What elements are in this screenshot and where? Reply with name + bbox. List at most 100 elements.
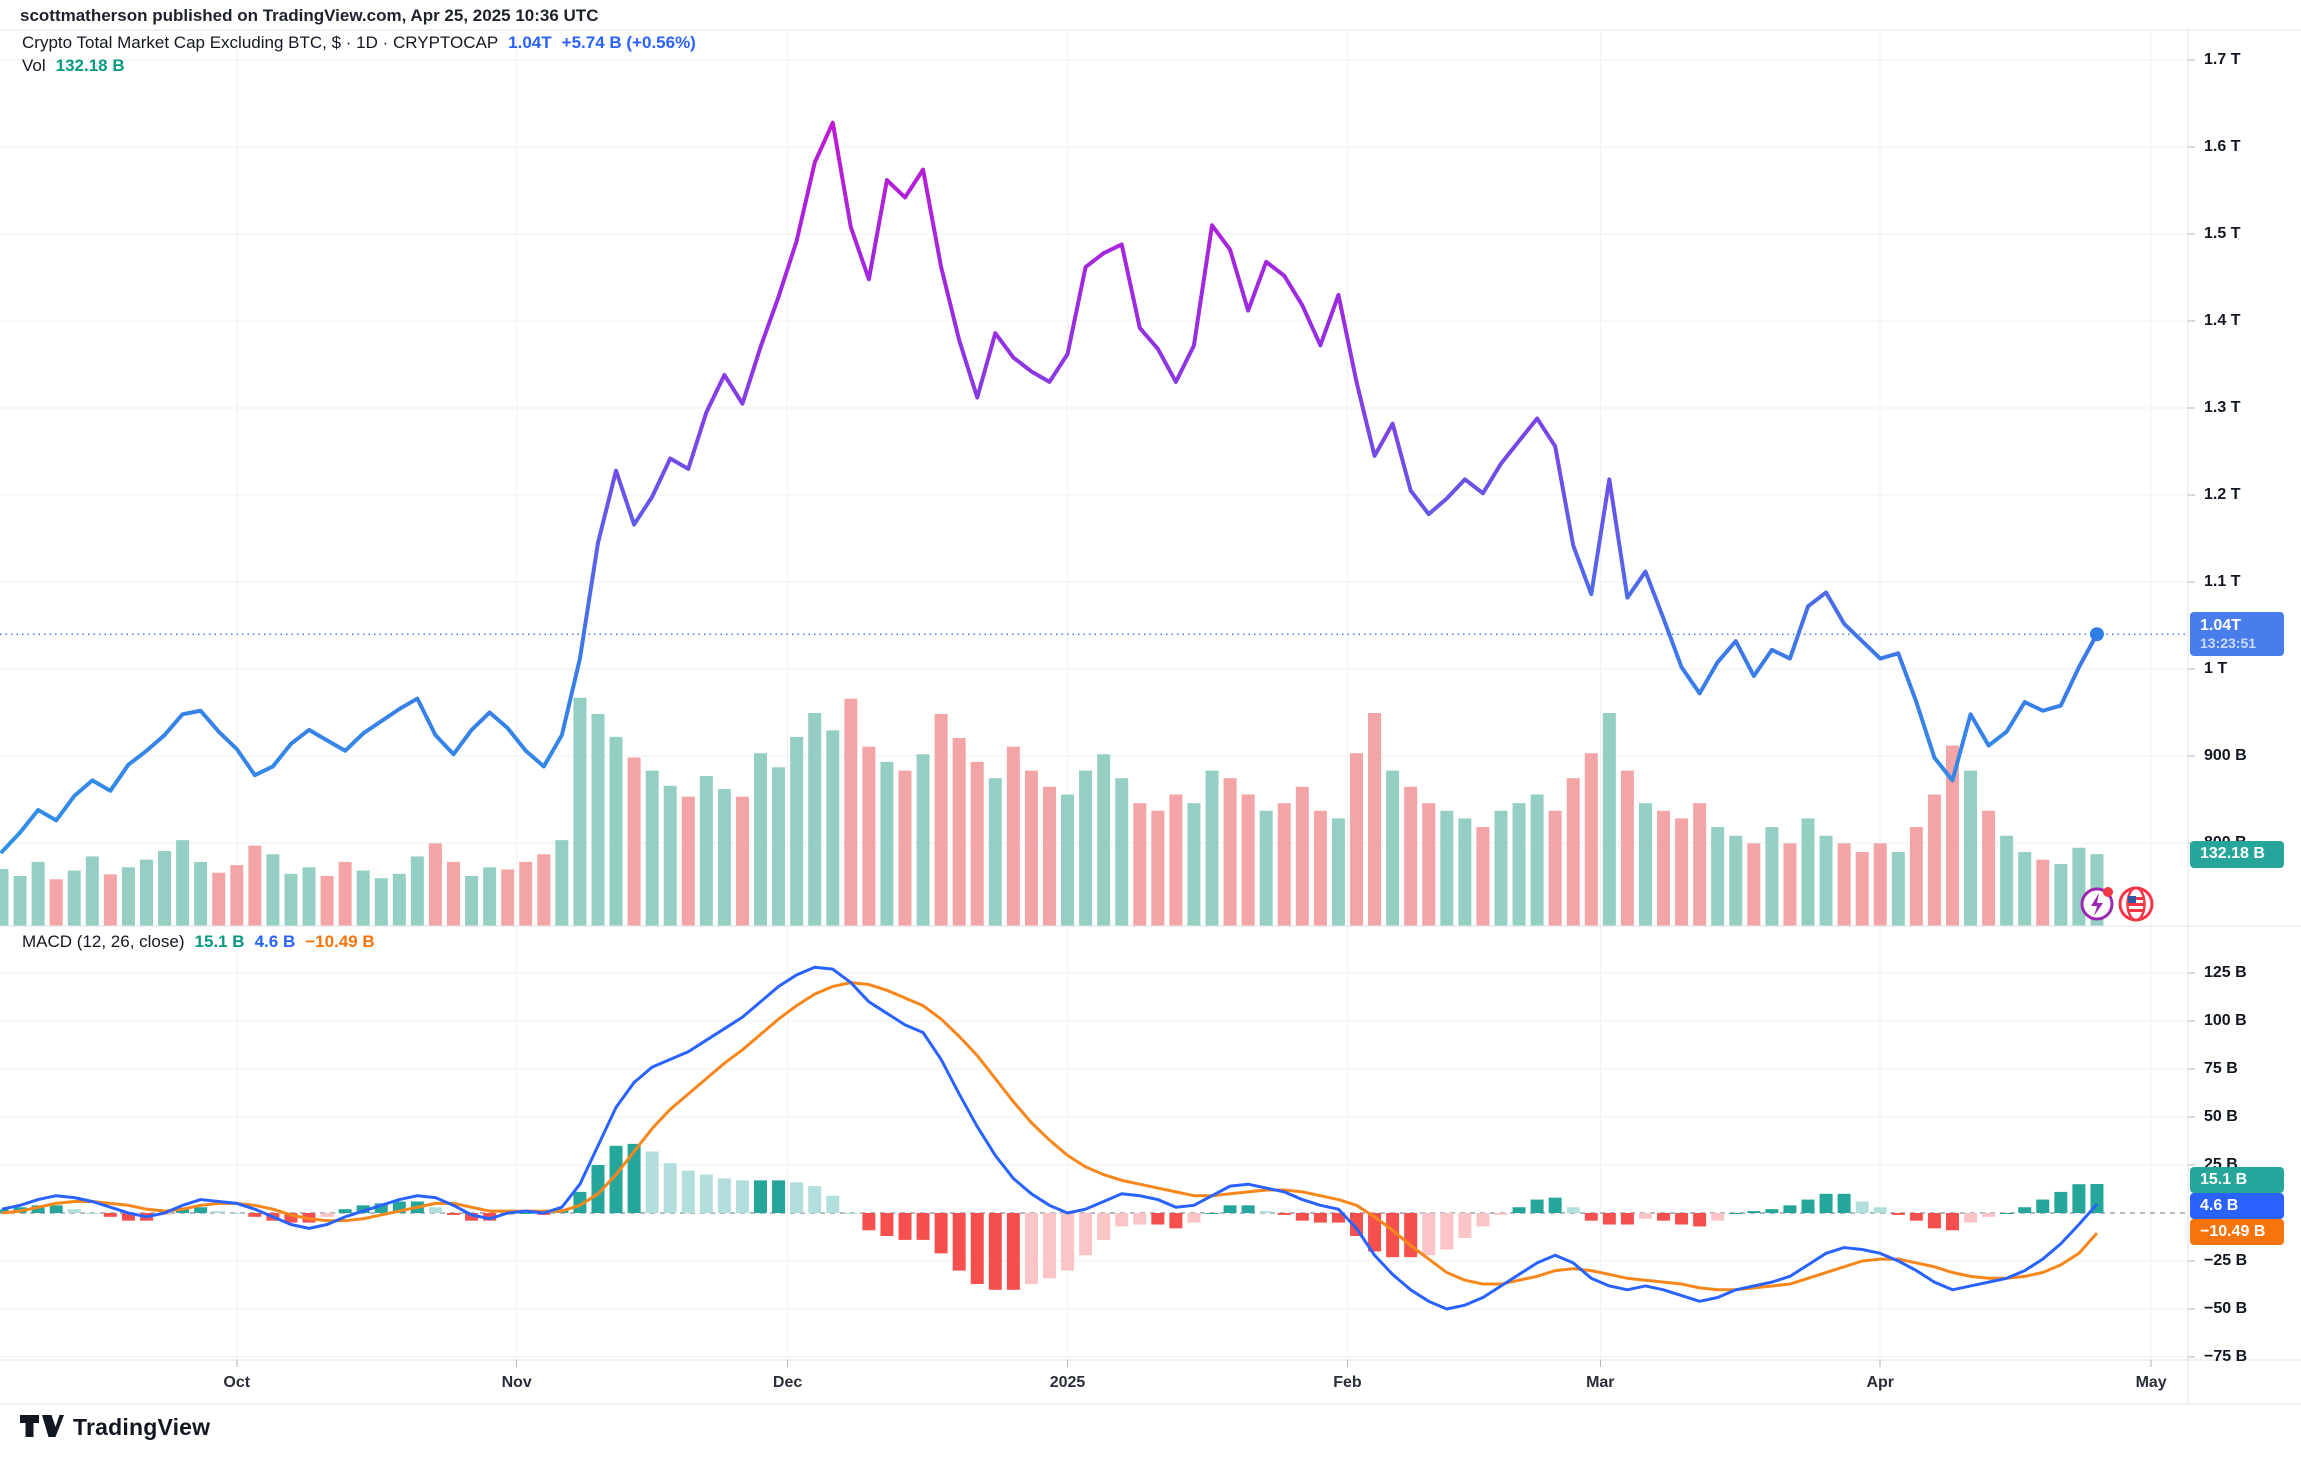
macd-hist-bar [699,1174,713,1213]
volume-bar [1566,778,1580,926]
notification-dot-icon [2103,887,2113,897]
macd-hist-bar [1097,1213,1111,1240]
volume-bar [627,757,641,926]
volume-bar [465,876,479,926]
volume-bar [591,714,605,926]
macd-hist-bar [2036,1199,2050,1213]
volume-bar [645,770,659,926]
volume-bar [1241,794,1255,926]
macd-hist-bar [1982,1213,1996,1217]
volume-bar [13,876,27,926]
macd-hist-bar [212,1211,226,1213]
volume-bar [67,870,81,926]
macd-hist-bar [1350,1213,1363,1237]
volume-bar [2000,835,2014,926]
macd-hist-bar [1512,1207,1526,1213]
volume-bar [248,845,262,926]
macd-hist-bar [67,1209,81,1213]
volume-bar [501,869,515,926]
macd-hist-bar [248,1213,262,1217]
macd-hist-bar [1638,1213,1652,1219]
macd-hist-bar [1837,1193,1851,1213]
macd-hist-bar [645,1151,659,1213]
macd-hist-bar [627,1143,641,1213]
macd-hist-bar [1006,1213,1020,1290]
volume-bar [1259,810,1273,926]
volume-bar [1711,827,1725,926]
volume-bar [1945,745,1959,926]
macd-hist-bar [1024,1213,1038,1285]
volume-bar [537,854,551,926]
macd-hist-bar [1548,1197,1562,1213]
macd-hist-bar [1566,1207,1580,1213]
data-source-badges[interactable] [2080,886,2154,922]
macd-hist-bar [483,1213,497,1221]
volume-bar [356,870,370,926]
volume-bar [934,714,948,926]
macd-histogram[interactable] [0,1143,2104,1290]
volume-bar [1602,712,1616,926]
macd-hist-bar [1133,1213,1147,1225]
volume-bar [2018,852,2032,926]
volume-bar [447,861,460,926]
volume-bar [1350,753,1363,926]
macd-hist-bar [1259,1211,1273,1213]
volume-bar [1331,818,1345,926]
macd-hist-bar [320,1213,334,1217]
volume-bar [1440,810,1454,926]
macd-hist-bar [121,1213,135,1221]
macd-hist-bar [103,1213,117,1217]
gridlines [0,30,2188,1360]
volume-bar [1783,843,1797,926]
volume-bar [880,761,894,926]
volume-bar [916,754,930,926]
macd-hist-bar [1115,1213,1129,1227]
volume-bar [1801,818,1815,926]
volume-bar [609,736,623,926]
macd-hist-bar [2018,1207,2032,1213]
chart-frame [0,29,2301,1405]
macd-hist-bar [1476,1213,1490,1227]
macd-hist-bar [1657,1213,1671,1221]
macd-hist-bar [230,1213,244,1214]
volume-bar [1855,852,1869,926]
macd-hist-bar [862,1213,876,1231]
volume-series[interactable] [0,697,2104,926]
volume-bar [1729,835,1743,926]
volume-bar [663,785,677,926]
volume-bar [85,856,99,926]
macd-hist-bar [1693,1213,1707,1227]
volume-bar [0,868,9,926]
volume-bar [1693,803,1707,926]
macd-hist-bar [1458,1213,1472,1238]
volume-bar [844,698,858,926]
volume-bar [1223,778,1237,926]
volume-bar [1097,754,1111,926]
volume-bar [988,778,1002,926]
volume-bar [573,697,587,926]
volume-bar [1765,827,1779,926]
volume-bar [1006,746,1020,926]
volume-bar [1638,803,1652,926]
volume-bar [772,767,786,926]
volume-bar [1476,827,1490,926]
macd-hist-bar [1711,1213,1725,1221]
macd-hist-bar [952,1213,966,1271]
volume-bar [1061,794,1075,926]
macd-hist-bar [374,1203,388,1213]
volume-bar [1909,827,1923,926]
macd-hist-bar [844,1213,858,1214]
macd-hist-bar [2054,1191,2068,1213]
macd-main-line[interactable] [1,965,2099,1311]
macd-hist-bar [428,1207,442,1213]
macd-hist-bar [519,1213,533,1214]
macd-hist-bar [1891,1213,1905,1215]
price-line[interactable] [0,120,2099,854]
macd-hist-bar [1277,1213,1291,1215]
macd-hist-bar [735,1180,749,1213]
volume-bar [49,879,63,926]
macd-hist-bar [85,1213,99,1214]
volume-bar [176,840,190,926]
volume-bar [392,873,406,926]
